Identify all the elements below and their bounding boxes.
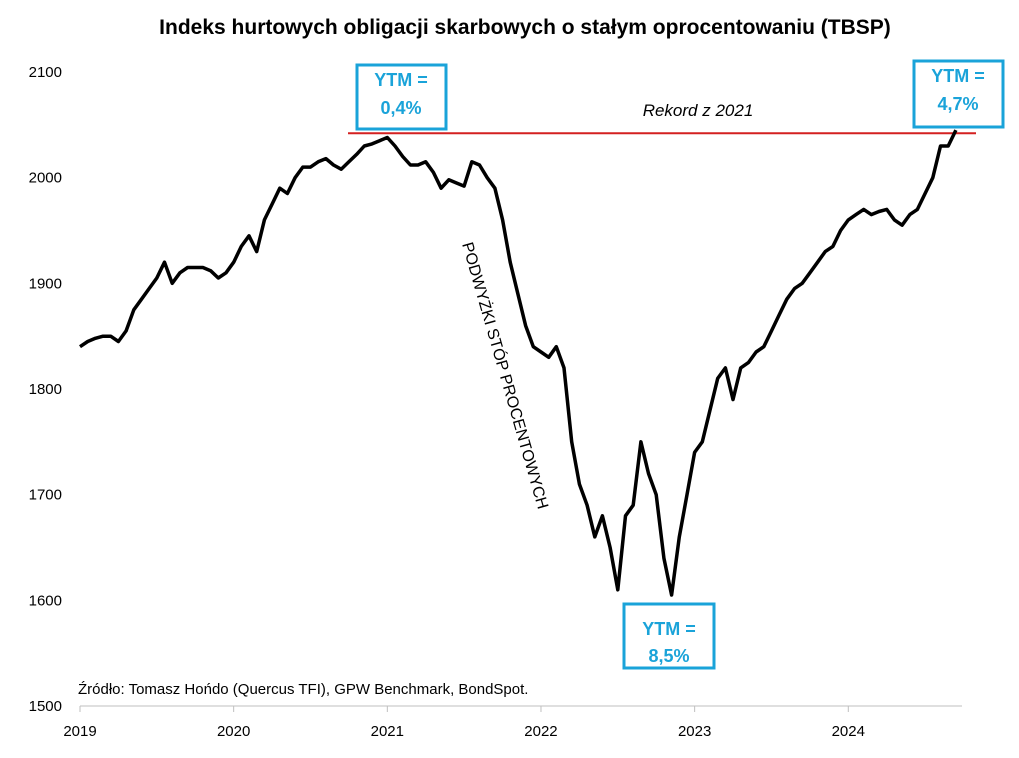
- line: [79, 129, 958, 597]
- annotation-box: [912, 59, 1005, 129]
- x-tick-label: 2023: [678, 723, 711, 740]
- x-tick-label: 2020: [217, 723, 250, 740]
- y-tick-label: 1800: [29, 381, 62, 398]
- reference-label: Rekord z 2021: [643, 101, 754, 120]
- annotation-box: [355, 63, 448, 131]
- y-tick-label: 1500: [29, 698, 62, 715]
- x-tick-label: 2024: [832, 723, 865, 740]
- chart-title: Indeks hurtowych obligacji skarbowych o …: [159, 16, 891, 39]
- annotation: PODWYŻKI STÓP PROCENTOWYCH: [458, 240, 553, 511]
- annotation: YTM =: [642, 619, 696, 639]
- x-tick-label: 2021: [371, 723, 404, 740]
- annotation: YTM =: [931, 66, 985, 86]
- plot: 1500 1600 1700 1800 1900 2000 2100 2019 2020 2021…: [29, 64, 976, 740]
- y-tick-label: 1700: [29, 487, 62, 504]
- y-tick-label: 1600: [29, 592, 62, 609]
- y-tick-label: 1900: [29, 275, 62, 292]
- annotation: YTM =: [374, 70, 428, 90]
- annotation: 8,5%: [648, 646, 689, 666]
- y-tick-label: 2100: [29, 64, 62, 81]
- source: Źródło: Tomasz Hońdo (Quercus TFI), GPW …: [78, 681, 528, 698]
- y-tick-label: 2000: [29, 170, 62, 187]
- annotation-box: [622, 602, 716, 670]
- annotation: 4,7%: [937, 94, 978, 114]
- x-tick-label: 2022: [524, 723, 557, 740]
- annotation: 0,4%: [380, 98, 421, 118]
- x-tick-label: 2019: [63, 723, 96, 740]
